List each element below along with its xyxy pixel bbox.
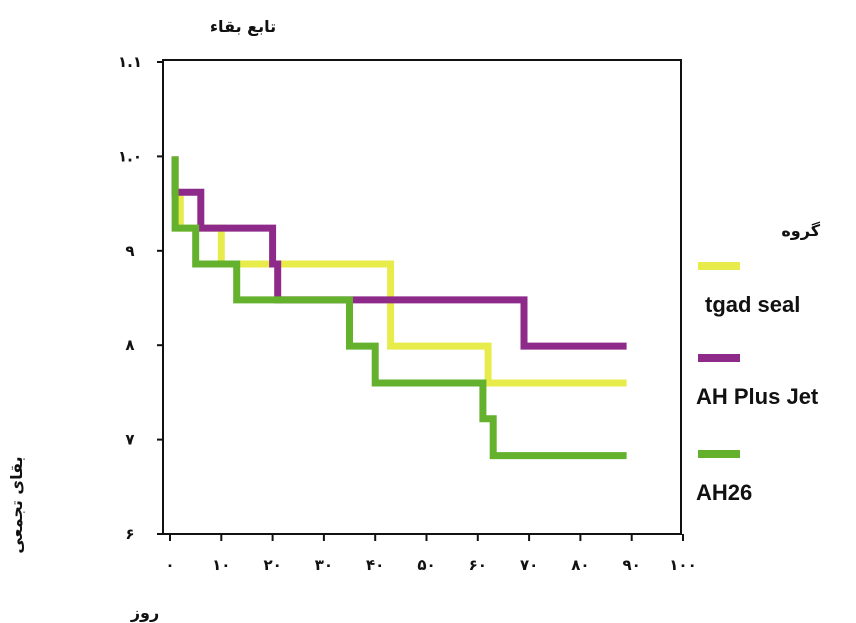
chart-title: تابع بقاء — [210, 17, 276, 36]
x-tick-label: ۸۰ — [571, 556, 589, 574]
series-line-ah-plus-jet — [171, 156, 627, 350]
legend: tgad seal AH Plus Jet AH26 — [696, 262, 819, 505]
series-line-ah26 — [171, 156, 627, 460]
x-tick-label: ۳۰ — [315, 556, 333, 574]
legend-label: AH26 — [696, 480, 752, 505]
legend-swatch — [698, 262, 740, 270]
legend-swatch — [698, 450, 740, 458]
x-axis: ۰ ۱۰ ۲۰ ۳۰ ۴۰ ۵۰ ۶۰ ۷۰ ۸۰ ۹۰ ۱۰۰ — [165, 534, 697, 574]
x-tick-label: ۷۰ — [520, 556, 538, 574]
y-tick-label: ۶ — [125, 525, 134, 543]
x-tick-label: ۱۰۰ — [669, 556, 696, 574]
series-layer — [171, 156, 627, 460]
y-tick-label: ۱.۱ — [118, 53, 142, 71]
x-tick-label: ۱۰ — [212, 556, 230, 574]
plot-frame — [162, 59, 682, 535]
x-tick-label: ۶۰ — [469, 556, 487, 574]
legend-label: tgad seal — [705, 292, 800, 317]
x-axis-label: روز — [130, 603, 159, 622]
y-tick-label: ۹ — [125, 242, 134, 260]
x-tick-label: ۲۰ — [263, 556, 281, 574]
x-tick-label: ۴۰ — [366, 556, 384, 574]
x-tick-label: ۹۰ — [623, 556, 641, 574]
y-tick-label: ۷ — [125, 431, 134, 449]
y-tick-label: ۱.۰ — [118, 147, 142, 165]
y-axis: ۶ ۷ ۸ ۹ ۱.۰ ۱.۱ — [118, 53, 163, 543]
x-tick-label: ۰ — [165, 556, 174, 574]
y-axis-label: بقای تجمعی — [7, 456, 26, 553]
legend-swatch — [698, 354, 740, 362]
legend-label: AH Plus Jet — [696, 384, 819, 409]
x-tick-label: ۵۰ — [417, 556, 435, 574]
y-tick-label: ۸ — [125, 336, 134, 354]
legend-title: گروه — [781, 221, 820, 240]
